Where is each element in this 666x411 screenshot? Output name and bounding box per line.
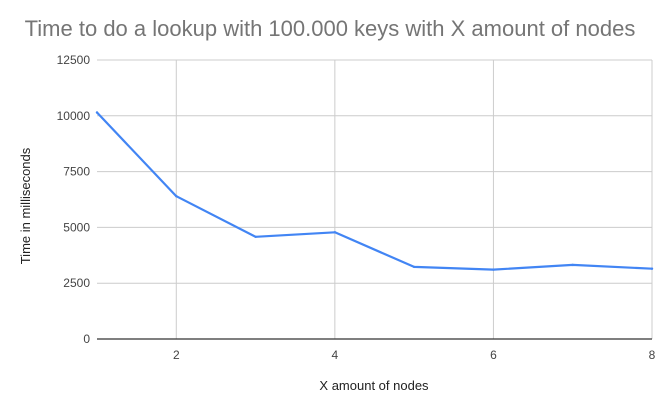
x-tick-label: 2: [173, 348, 180, 362]
y-tick-label: 10000: [57, 109, 91, 123]
y-tick-label: 5000: [63, 220, 90, 234]
tick-labels: 0 2500 5000 7500 10000 12500 2 4 6 8: [57, 53, 656, 362]
series-line: [95, 111, 654, 271]
y-tick-label: 2500: [63, 276, 90, 290]
y-tick-label: 0: [83, 332, 90, 346]
x-axis-title: X amount of nodes: [319, 378, 429, 393]
data-point: [95, 111, 99, 114]
data-point: [175, 195, 178, 198]
x-tick-label: 8: [649, 348, 656, 362]
data-point: [333, 231, 337, 234]
y-tick-label: 12500: [57, 53, 91, 67]
series-lines: [95, 111, 654, 271]
chart-title: Time to do a lookup with 100.000 keys wi…: [25, 16, 636, 41]
x-tick-label: 4: [332, 348, 339, 362]
y-tick-label: 7500: [63, 165, 90, 179]
data-point: [650, 267, 654, 270]
y-axis-title: Time in milliseconds: [18, 147, 33, 264]
data-point: [571, 263, 574, 267]
data-point: [412, 265, 416, 269]
x-tick-label: 6: [490, 348, 497, 362]
grid-lines: [97, 59, 653, 339]
data-point: [254, 235, 257, 238]
data-point: [492, 268, 495, 271]
